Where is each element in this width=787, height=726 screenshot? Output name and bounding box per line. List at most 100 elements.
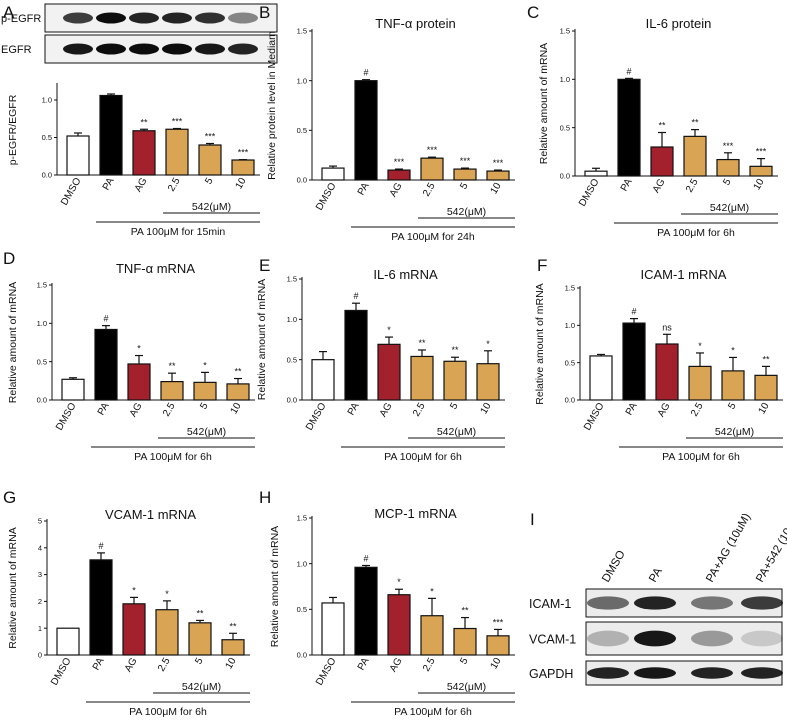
blot-row-label: p-EGFR bbox=[1, 13, 41, 25]
y-tick-label: 0.5 bbox=[560, 123, 570, 132]
bar-AG bbox=[650, 146, 674, 177]
significance-label: ** bbox=[418, 338, 426, 348]
blot-band bbox=[228, 12, 258, 24]
y-tick-label: 0.0 bbox=[42, 171, 52, 180]
x-tick-label: 5 bbox=[448, 401, 461, 412]
bar-10 bbox=[476, 363, 500, 401]
blot-band bbox=[587, 630, 629, 647]
significance-label: ** bbox=[451, 345, 459, 355]
bar-10 bbox=[221, 639, 245, 656]
significance-label: * bbox=[486, 339, 490, 349]
x-tick-label: AG bbox=[133, 176, 150, 194]
x-tick-label: 10 bbox=[489, 181, 504, 197]
x-tick-label: AG bbox=[656, 401, 673, 419]
condition-label: PA 100μM for 6h bbox=[134, 451, 212, 463]
x-tick-label: 2.5 bbox=[421, 181, 438, 199]
condition-label: PA 100μM for 6h bbox=[129, 706, 207, 718]
y-tick-label: 0.0 bbox=[297, 176, 307, 185]
panel-D: D TNF-α mRNA 0.0 0.5 1.0 1.5 Relative amount o… bbox=[3, 249, 255, 463]
bar-PA bbox=[354, 566, 378, 656]
y-axis-label: Relative amount of mRNA bbox=[534, 283, 546, 404]
blot-band bbox=[691, 596, 733, 610]
bar-DMSO bbox=[321, 167, 345, 181]
x-tick-label: DMSO bbox=[49, 656, 74, 688]
x-tick-label: PA bbox=[346, 401, 362, 418]
x-tick-label: 5 bbox=[458, 656, 471, 667]
bar-5 bbox=[716, 158, 740, 177]
bar-AG bbox=[655, 343, 679, 401]
y-tick-label: 1.5 bbox=[37, 281, 47, 290]
significance-label: ** bbox=[229, 621, 237, 631]
bar-5 bbox=[721, 370, 745, 401]
chart-title: TNF-α mRNA bbox=[116, 261, 195, 276]
blot-band bbox=[691, 667, 733, 679]
group-label-542: 542(μM) bbox=[447, 206, 486, 218]
significance-label: *** bbox=[427, 145, 438, 155]
y-axis-label: Relative amount of mRNA bbox=[256, 279, 268, 400]
blot-strip bbox=[585, 621, 783, 656]
x-tick-label: AG bbox=[378, 401, 395, 419]
blot-band bbox=[129, 43, 159, 55]
blot-band bbox=[96, 43, 126, 55]
x-tick-label: 5 bbox=[721, 177, 734, 188]
condition-label: PA 100μM for 6h bbox=[394, 706, 472, 718]
x-tick-label: DMSO bbox=[54, 401, 79, 433]
bar-AG bbox=[122, 603, 146, 656]
significance-label: ** bbox=[461, 606, 469, 616]
x-tick-label: 5 bbox=[198, 401, 211, 412]
y-axis-label: p-EGFR/EGFR bbox=[7, 94, 19, 165]
blot-band bbox=[195, 43, 225, 55]
panel-letter: B bbox=[259, 3, 270, 22]
x-tick-label: 2.5 bbox=[156, 656, 173, 674]
panel-E: E IL-6 mRNA 0.0 0.5 1.0 1.5 Relative amount of… bbox=[256, 256, 505, 463]
blot-band bbox=[96, 12, 126, 24]
blot-band bbox=[587, 667, 629, 679]
x-tick-label: DMSO bbox=[304, 401, 329, 433]
x-tick-label: DMSO bbox=[577, 177, 602, 209]
bar-5 bbox=[188, 622, 212, 656]
blot-band bbox=[63, 43, 93, 55]
y-tick-label: 0.0 bbox=[560, 172, 570, 181]
significance-label: # bbox=[98, 541, 103, 551]
significance-label: * bbox=[430, 586, 434, 596]
group-label-542: 542(μM) bbox=[437, 426, 476, 438]
condition-label: PA 100μM for 6h bbox=[662, 451, 740, 463]
y-axis-label: Relative amount of mRNA bbox=[538, 43, 550, 164]
panel-letter: A bbox=[3, 3, 15, 22]
x-tick-label: 5 bbox=[203, 176, 216, 187]
significance-label: ** bbox=[196, 608, 204, 618]
blot-band bbox=[162, 43, 192, 55]
bar-AG bbox=[127, 363, 151, 401]
group-label-542: 542(μM) bbox=[182, 681, 221, 693]
x-tick-label: PA bbox=[356, 656, 372, 673]
chart-title: TNF-α protein bbox=[375, 16, 455, 31]
bar-DMSO bbox=[321, 602, 345, 656]
significance-label: # bbox=[103, 314, 108, 324]
x-tick-label: 10 bbox=[479, 401, 494, 417]
significance-label: ** bbox=[658, 121, 666, 131]
x-tick-label: AG bbox=[651, 177, 668, 195]
x-tick-label: DMSO bbox=[59, 176, 84, 208]
blot-row-label: EGFR bbox=[1, 44, 32, 56]
y-tick-label: 0.5 bbox=[297, 605, 307, 614]
x-tick-label: 10 bbox=[229, 401, 244, 417]
y-tick-label: 0.5 bbox=[297, 126, 307, 135]
bar-2.5 bbox=[420, 157, 444, 181]
significance-label: *** bbox=[493, 158, 504, 168]
significance-label: # bbox=[626, 66, 631, 76]
significance-label: * bbox=[137, 344, 141, 354]
lane-label: PA+542 (10uM) bbox=[754, 509, 787, 584]
y-axis-label: Relative protein level in Mediam bbox=[266, 31, 278, 180]
significance-label: # bbox=[353, 291, 358, 301]
bar-10 bbox=[231, 159, 255, 176]
significance-label: * bbox=[731, 345, 735, 355]
y-tick-label: 0.0 bbox=[297, 651, 307, 660]
group-label-542: 542(μM) bbox=[710, 202, 749, 214]
y-tick-label: 1.0 bbox=[37, 319, 47, 328]
y-tick-label: 0.0 bbox=[287, 396, 297, 405]
y-tick-label: 5 bbox=[38, 517, 42, 526]
panel-letter: H bbox=[259, 488, 271, 507]
chart-title: IL-6 mRNA bbox=[373, 267, 438, 282]
panel-letter: E bbox=[259, 256, 270, 275]
blot-band bbox=[63, 12, 93, 24]
